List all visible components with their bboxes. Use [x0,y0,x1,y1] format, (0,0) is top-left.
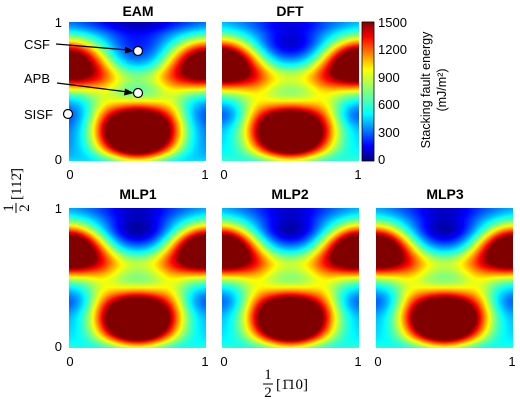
colorbar-tick-1200: 1200 [378,42,407,57]
xtick-left-eam: 0 [66,167,73,182]
ytick-bottom-eam: 0 [55,152,62,167]
annotation-csf: CSF [24,37,144,57]
panel-title-dft: DFT [276,3,304,19]
colorbar-unit: (mJ/m²) [435,68,449,111]
x-axis-label-frac-num: 1 [264,367,272,383]
panel-title-eam: EAM [122,3,153,19]
panel-title-mlp1: MLP1 [119,186,157,202]
x-axis-label-vector: [1̄10] [276,377,308,393]
annotation-apb-label: APB [24,71,50,86]
colorbar-tick-0: 0 [378,152,385,167]
x-axis-label: 1 2 [1̄10] [263,367,308,401]
y-axis-label-vector: [112̄] [9,168,25,200]
xtick-left-mlp3: 0 [374,354,381,369]
y-axis-label-frac-den: 2 [17,204,33,212]
xtick-left-mlp1: 0 [66,354,73,369]
xtick-right-mlp1: 1 [201,354,208,369]
y-axis-label: 1 2 [112̄] [1,168,33,213]
ytick-bottom-mlp1: 0 [55,339,62,354]
ytick-top-mlp1: 1 [55,201,62,216]
annotation-csf-label: CSF [24,37,50,52]
point-sisf [62,108,74,120]
y-axis-label-frac-num: 1 [1,204,17,212]
heatmap-mlp2 [222,208,359,348]
colorbar-label: Stacking fault energy [419,31,433,148]
colorbar-tick-900: 900 [378,70,400,85]
point-apb [132,87,144,99]
xtick-right-eam: 1 [201,167,208,182]
panel-title-mlp2: MLP2 [271,186,309,202]
xtick-left-dft: 0 [220,167,227,182]
colorbar-tick-300: 300 [378,125,400,140]
point-csf [132,45,144,57]
colorbar [361,21,375,162]
x-axis-label-frac-den: 2 [264,385,272,401]
colorbar-tick-1500: 1500 [378,15,407,30]
heatmap-mlp1 [69,208,206,348]
heatmap-dft [222,22,359,161]
xtick-right-dft: 1 [354,167,361,182]
ytick-top-eam: 1 [55,15,62,30]
xtick-right-mlp3: 1 [508,354,515,369]
xtick-left-mlp2: 0 [220,354,227,369]
annotation-sisf-label: SISF [24,107,53,122]
annotation-sisf: SISF [24,107,74,122]
colorbar-tick-600: 600 [378,97,400,112]
xtick-right-mlp2: 1 [354,354,361,369]
panel-title-mlp3: MLP3 [426,186,464,202]
heatmap-mlp3 [376,208,513,348]
annotation-apb: APB [24,71,144,99]
